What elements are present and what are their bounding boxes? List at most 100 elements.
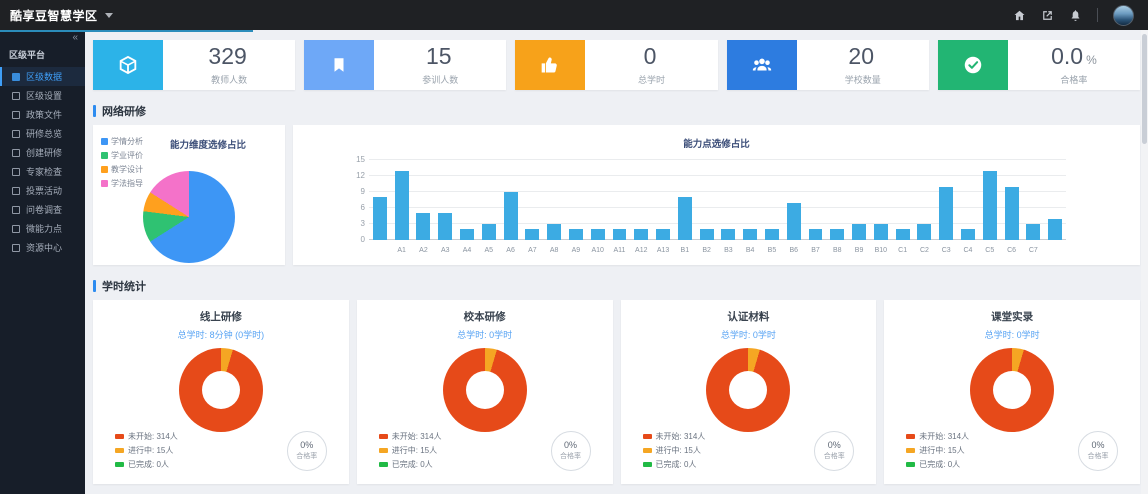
donut-chart[interactable] <box>442 348 527 432</box>
legend-item[interactable]: 进行中: 15人 <box>906 445 969 456</box>
bar[interactable] <box>677 197 692 240</box>
bar[interactable] <box>852 224 867 240</box>
resource-center-icon <box>12 243 20 252</box>
legend-item[interactable]: 未开始: 314人 <box>642 431 705 442</box>
legend-item[interactable]: 进行中: 15人 <box>115 445 178 456</box>
bar[interactable] <box>547 224 562 240</box>
bar[interactable] <box>895 229 910 240</box>
bar[interactable] <box>460 229 474 240</box>
stat-card-teachers: 329 教师人数 <box>93 40 296 90</box>
bar[interactable] <box>699 229 714 240</box>
district-switcher[interactable]: 酷享豆智慧学区 <box>10 7 113 24</box>
bar[interactable] <box>481 224 496 240</box>
x-axis-label: B3 <box>724 247 733 254</box>
bar[interactable] <box>830 229 845 240</box>
bar[interactable] <box>764 229 779 240</box>
legend-item[interactable]: 教学设计 <box>101 164 143 175</box>
bar[interactable] <box>503 192 518 240</box>
bar[interactable] <box>372 197 387 240</box>
bar[interactable] <box>961 229 975 240</box>
collapse-sidebar-button[interactable]: « <box>72 32 78 43</box>
network-row: 学情分析 学业评价 教学设计 学法指导 能力维度选修占比 能力点选修占比 0 3 6 9 12… <box>93 125 1140 265</box>
bar[interactable] <box>416 213 431 240</box>
district-settings-icon <box>12 91 20 100</box>
bar[interactable] <box>1004 186 1019 240</box>
donut-chart[interactable] <box>970 348 1055 432</box>
bar[interactable] <box>656 229 671 240</box>
sidebar-item[interactable]: 区级数据 <box>0 67 85 86</box>
bar[interactable] <box>808 229 823 240</box>
x-axis-label: A7 <box>528 247 537 254</box>
bar[interactable] <box>612 229 627 240</box>
legend-label: 进行中: 15人 <box>919 446 965 455</box>
stat-label: 参训人数 <box>422 75 459 85</box>
bar[interactable] <box>568 229 583 240</box>
legend-swatch <box>101 138 108 145</box>
x-axis-label: A5 <box>484 247 494 254</box>
scrollbar-thumb[interactable] <box>1142 34 1147 144</box>
donut-chart[interactable] <box>178 348 263 432</box>
donut-chart[interactable] <box>706 348 791 432</box>
sidebar-item[interactable]: 资源中心 <box>0 238 85 257</box>
legend-item[interactable]: 已完成: 0人 <box>642 459 706 470</box>
legend-label: 已完成: 0人 <box>391 460 433 469</box>
legend-item[interactable]: 进行中: 15人 <box>642 445 706 456</box>
legend-item[interactable]: 学业评价 <box>101 150 143 161</box>
legend-item[interactable]: 已完成: 0人 <box>378 459 442 470</box>
x-axis-label: C1 <box>898 247 908 254</box>
bar[interactable] <box>917 224 932 240</box>
bar[interactable] <box>982 170 997 240</box>
legend-item[interactable]: 未开始: 314人 <box>906 431 969 442</box>
legend-item[interactable]: 学法指导 <box>101 178 143 189</box>
sidebar-item[interactable]: 创建研修 <box>0 143 85 162</box>
progress-bar <box>0 30 253 32</box>
bar[interactable] <box>786 202 801 240</box>
stat-value: 20 <box>848 43 874 69</box>
x-axis-label: C5 <box>985 247 995 254</box>
external-link-icon[interactable] <box>1041 9 1054 22</box>
sidebar-item[interactable]: 区级设置 <box>0 86 85 105</box>
sidebar-item[interactable]: 研修总览 <box>0 124 85 143</box>
legend-item[interactable]: 已完成: 0人 <box>906 459 969 470</box>
sidebar-item[interactable]: 专家检查 <box>0 162 85 181</box>
hours-card-title: 校本研修 <box>463 311 506 323</box>
scrollbar[interactable] <box>1141 30 1148 494</box>
sidebar-item[interactable]: 问卷调查 <box>0 200 85 219</box>
legend-swatch <box>115 448 124 453</box>
bell-icon[interactable] <box>1069 9 1082 22</box>
legend-item[interactable]: 学情分析 <box>101 136 143 147</box>
hours-card-title: 线上研修 <box>199 311 242 323</box>
legend-item[interactable]: 未开始: 314人 <box>378 431 442 442</box>
home-icon[interactable] <box>1013 9 1026 22</box>
y-axis-tick: 15 <box>356 155 365 164</box>
section-accent-bar <box>93 104 96 117</box>
pie-chart[interactable] <box>143 171 235 263</box>
sidebar-item[interactable]: 微能力点 <box>0 219 85 238</box>
cube-icon <box>93 40 163 90</box>
bar[interactable] <box>1048 218 1063 240</box>
sidebar: « 区级平台 区级数据 区级设置 政策文件 研修总览 创建研修 专家检查 投票活动 问卷调查微… <box>0 30 85 494</box>
avatar[interactable] <box>1113 4 1134 26</box>
legend-item[interactable]: 未开始: 314人 <box>115 431 178 442</box>
stat-value: 15 <box>426 43 452 69</box>
section-title: 学时统计 <box>102 280 146 293</box>
bar[interactable] <box>873 224 888 240</box>
bar[interactable] <box>525 229 540 240</box>
bar[interactable] <box>1026 224 1041 240</box>
bar[interactable] <box>590 229 605 240</box>
sidebar-item[interactable]: 投票活动 <box>0 181 85 200</box>
section-accent-bar <box>93 279 96 292</box>
x-axis-label: A4 <box>462 247 472 254</box>
bar[interactable] <box>939 186 954 240</box>
bar[interactable] <box>438 213 453 240</box>
legend-swatch <box>642 462 652 467</box>
bar[interactable] <box>394 170 409 240</box>
x-axis-label: B10 <box>874 247 888 254</box>
bar[interactable] <box>634 229 649 240</box>
legend-item[interactable]: 进行中: 15人 <box>378 445 442 456</box>
bar[interactable] <box>743 229 758 240</box>
bar[interactable] <box>721 229 736 240</box>
sidebar-item[interactable]: 政策文件 <box>0 105 85 124</box>
legend-item[interactable]: 已完成: 0人 <box>115 459 178 470</box>
